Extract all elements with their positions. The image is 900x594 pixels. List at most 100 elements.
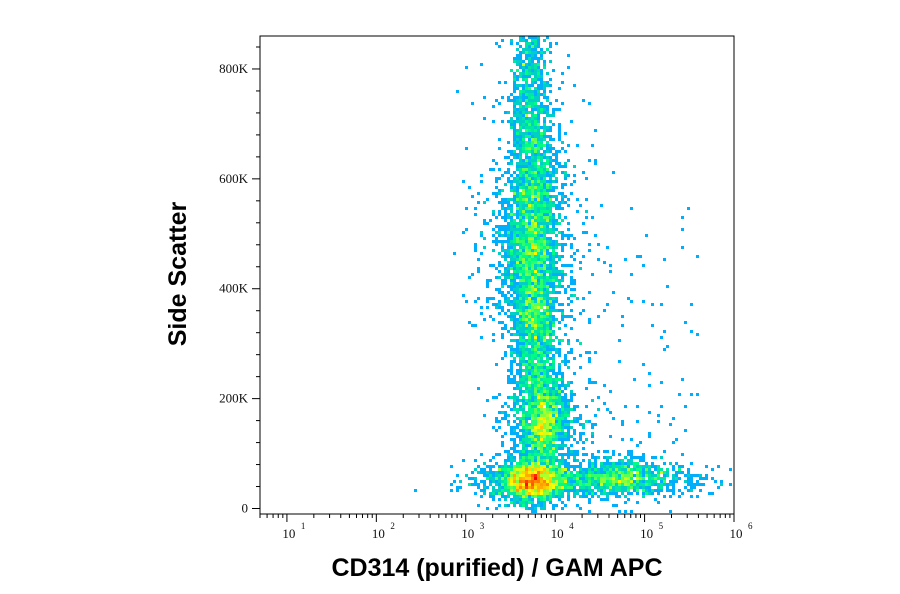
density-point [486,399,489,402]
density-point [501,336,504,339]
density-point [567,474,570,477]
density-point [516,63,519,66]
density-point [552,147,555,150]
density-point [534,102,537,105]
density-point [705,477,708,480]
density-point [531,48,534,51]
density-point [522,96,525,99]
density-point [522,159,525,162]
density-point [555,423,558,426]
density-point [561,264,564,267]
density-point [468,483,471,486]
density-point [528,141,531,144]
density-point [525,432,528,435]
density-point [495,474,498,477]
density-point [516,309,519,312]
density-point [543,447,546,450]
density-point [657,492,660,495]
density-point [522,84,525,87]
density-point [672,486,675,489]
density-point [531,345,534,348]
density-point [537,165,540,168]
density-point [537,438,540,441]
density-point [555,255,558,258]
density-point [534,186,537,189]
density-point [690,477,693,480]
density-point [672,465,675,468]
density-point [510,381,513,384]
density-point [489,483,492,486]
density-point [480,495,483,498]
density-point [696,393,699,396]
density-point [648,477,651,480]
density-point [537,267,540,270]
density-point [513,432,516,435]
density-point [552,201,555,204]
density-point [534,351,537,354]
density-point [678,495,681,498]
density-point [543,243,546,246]
density-point [609,477,612,480]
density-point [567,453,570,456]
density-point [618,468,621,471]
density-point [534,90,537,93]
density-point [588,465,591,468]
density-point [528,477,531,480]
density-point [546,483,549,486]
density-point [561,492,564,495]
density-point [552,390,555,393]
density-point [522,171,525,174]
density-point [528,126,531,129]
density-point [534,129,537,132]
density-point [531,399,534,402]
density-point [543,87,546,90]
density-point [525,483,528,486]
density-point [579,342,582,345]
density-point [549,333,552,336]
density-point [516,222,519,225]
density-point [501,327,504,330]
density-point [537,132,540,135]
density-point [525,366,528,369]
density-point [561,186,564,189]
density-point [564,195,567,198]
density-point [648,486,651,489]
density-point [528,225,531,228]
density-point [522,219,525,222]
density-point [552,153,555,156]
density-point [546,426,549,429]
density-point [552,456,555,459]
density-point [519,156,522,159]
density-point [579,435,582,438]
density-point [630,207,633,210]
density-point [531,201,534,204]
density-point [507,267,510,270]
density-point [546,72,549,75]
density-point [564,234,567,237]
density-point [546,489,549,492]
density-point [543,111,546,114]
density-point [591,471,594,474]
density-point [519,75,522,78]
density-point [627,492,630,495]
density-point [528,57,531,60]
density-point [525,375,528,378]
density-point [540,201,543,204]
density-point [498,210,501,213]
density-point [558,207,561,210]
density-point [480,312,483,315]
density-point [519,360,522,363]
density-point [510,453,513,456]
density-point [684,429,687,432]
density-point [513,459,516,462]
density-point [546,450,549,453]
density-point [552,363,555,366]
density-point [519,336,522,339]
density-point [531,207,534,210]
density-point [522,123,525,126]
density-point [582,483,585,486]
density-point [567,483,570,486]
density-point [552,477,555,480]
density-point [531,402,534,405]
density-point [531,57,534,60]
